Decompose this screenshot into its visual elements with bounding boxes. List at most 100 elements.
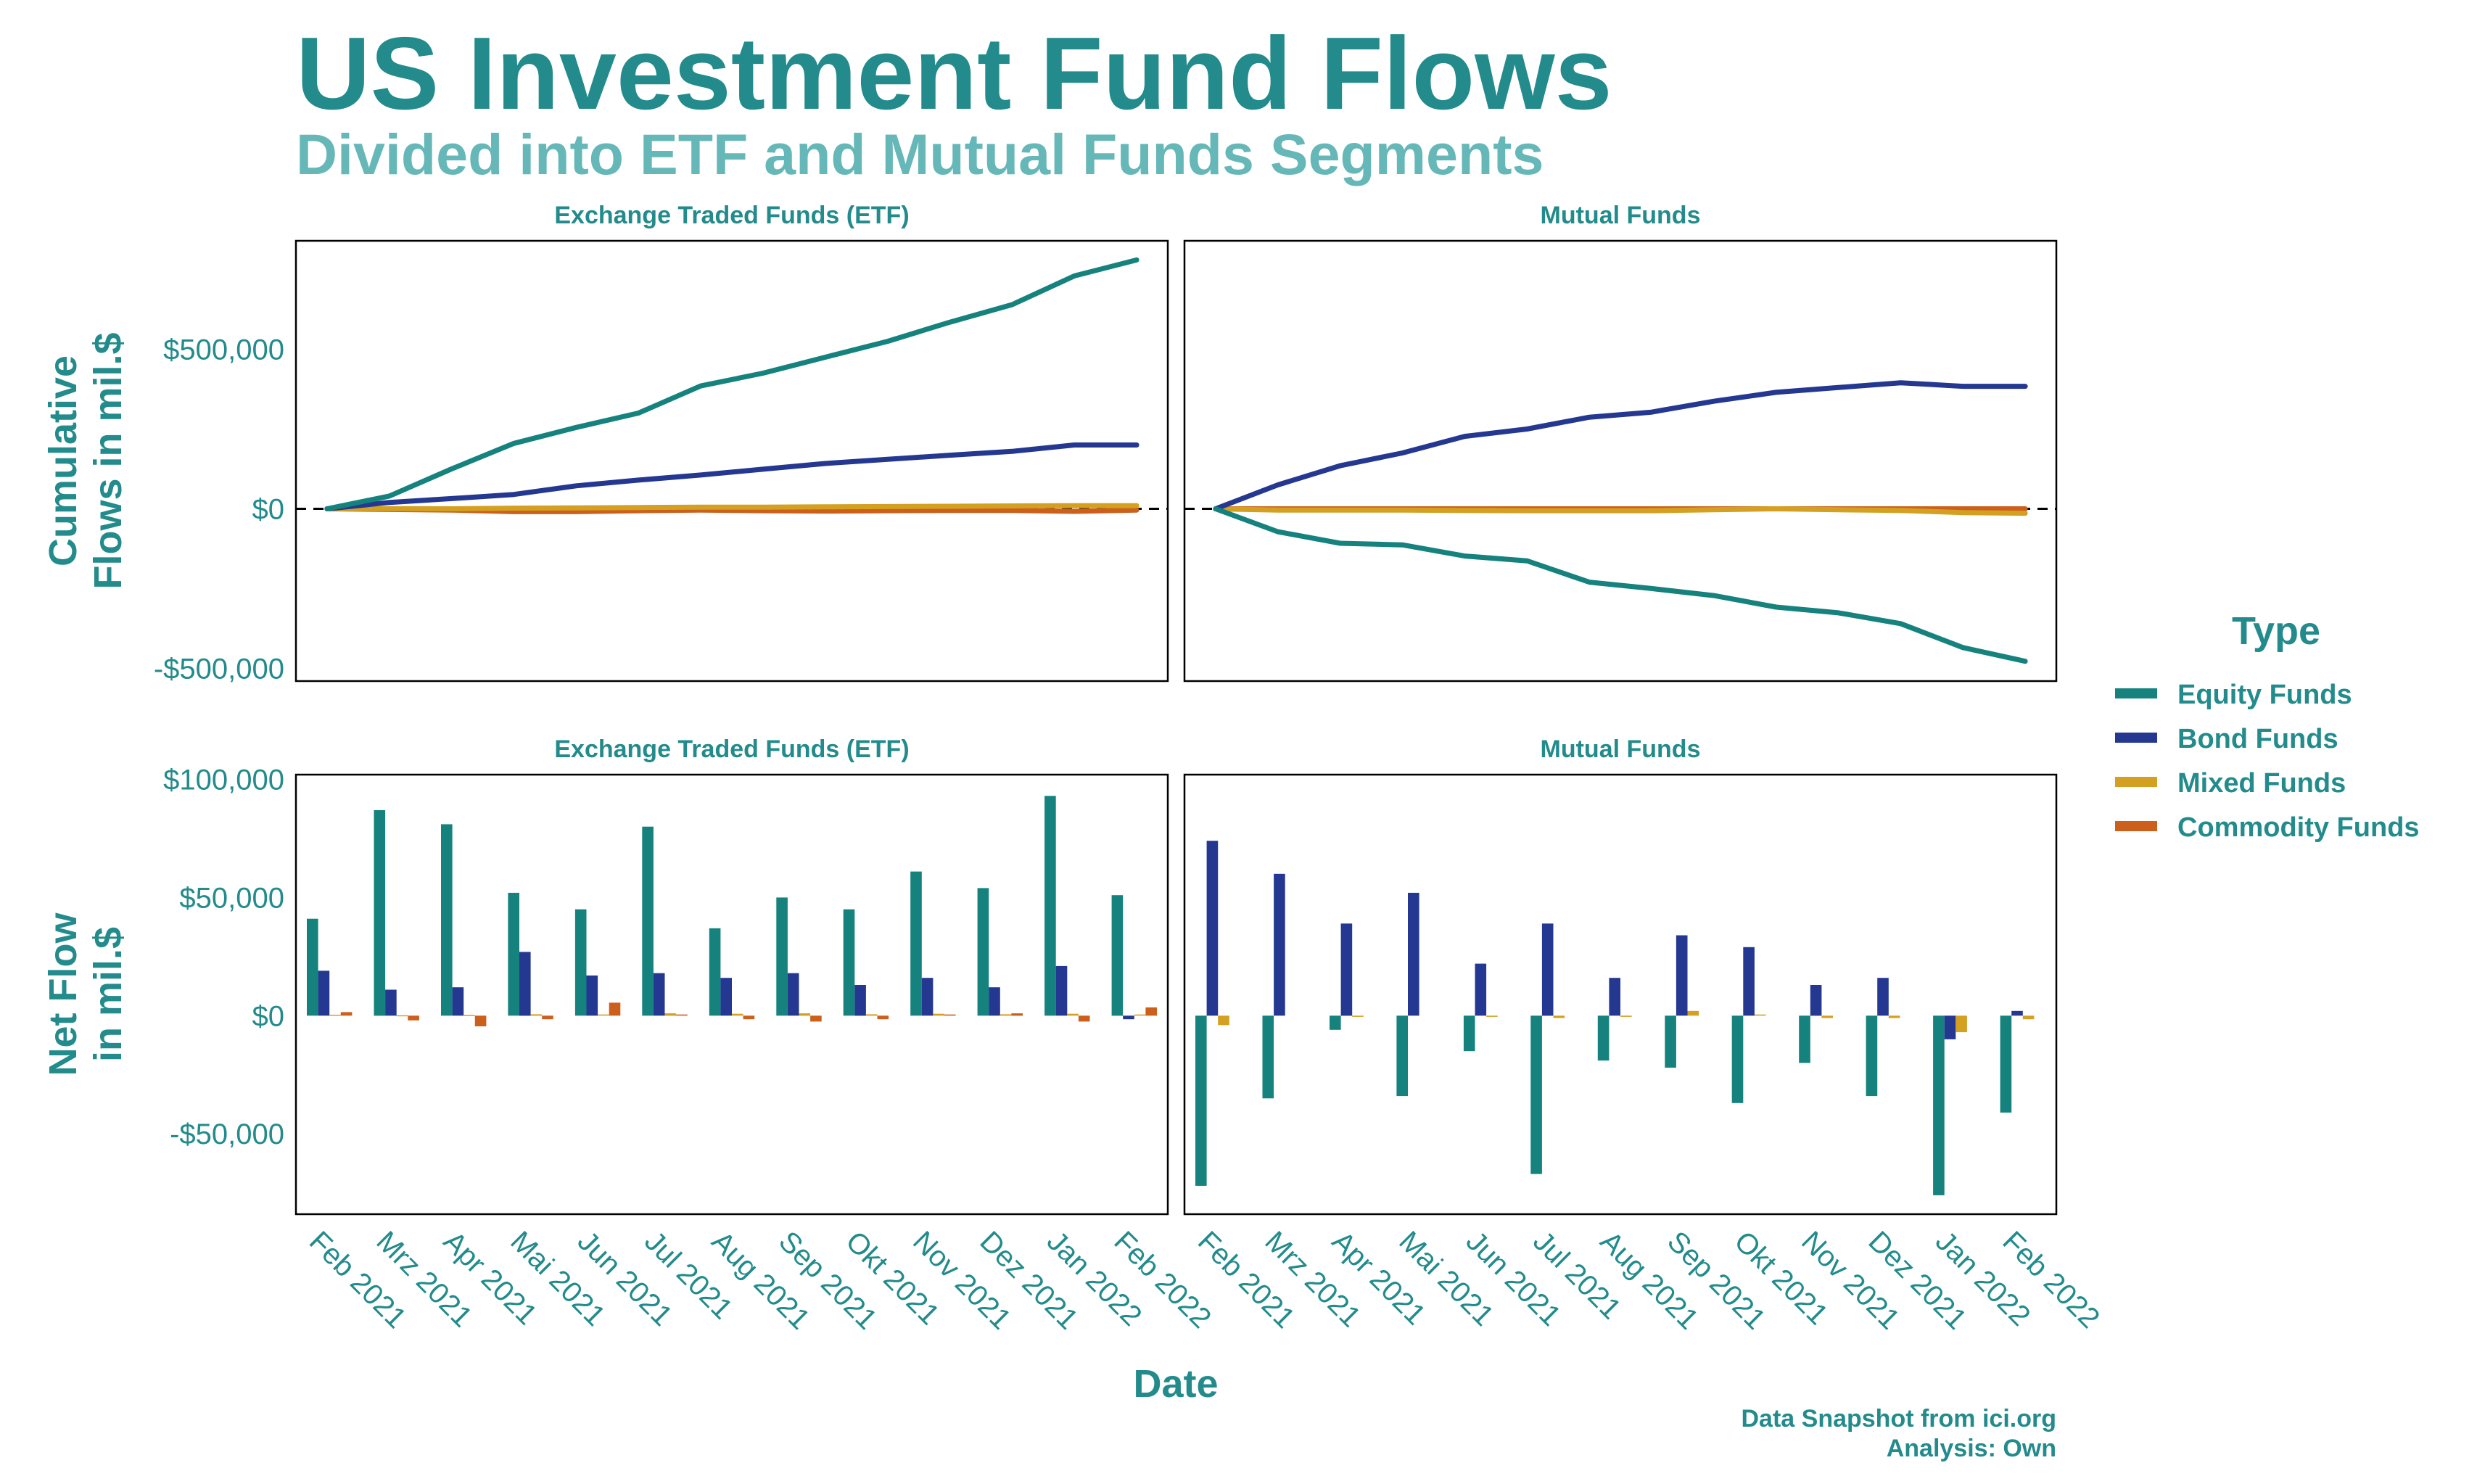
panel-frame bbox=[1183, 239, 2058, 683]
bar-equity-funds-dez-2021 bbox=[977, 888, 989, 1016]
bar-bond-funds-okt-2021 bbox=[854, 985, 866, 1016]
bar-bond-funds-jul-2021 bbox=[1541, 923, 1554, 1016]
bar-mixed-funds-feb-2021 bbox=[1218, 1015, 1229, 1026]
bar-bond-funds-feb-2021 bbox=[1206, 841, 1219, 1016]
bar-bond-funds-dez-2021 bbox=[1877, 978, 1889, 1016]
bar-bond-funds-jun-2021 bbox=[586, 975, 598, 1016]
bar-equity-funds-sep-2021 bbox=[1665, 1015, 1676, 1068]
bar-equity-funds-okt-2021 bbox=[1731, 1015, 1744, 1103]
chart-subtitle: Divided into ETF and Mutual Funds Segmen… bbox=[296, 122, 1544, 186]
y-tick-label: $100,000 bbox=[163, 764, 284, 796]
panel-frame bbox=[294, 239, 1169, 683]
panel-title: Exchange Traded Funds (ETF) bbox=[554, 735, 909, 763]
bar-commodity-funds-feb-2021 bbox=[340, 1012, 353, 1016]
bar-equity-funds-jul-2021 bbox=[1530, 1015, 1542, 1174]
line-equity-funds bbox=[324, 257, 1140, 511]
line-bond-funds bbox=[324, 442, 1140, 511]
bar-mixed-funds-dez-2021 bbox=[1888, 1015, 1900, 1018]
bar-mixed-funds-okt-2021 bbox=[865, 1014, 878, 1016]
bar-equity-funds-feb-2022 bbox=[1111, 895, 1124, 1016]
bar-commodity-funds-nov-2021 bbox=[944, 1014, 956, 1016]
bar-equity-funds-mrz-2021 bbox=[1262, 1015, 1274, 1099]
legend-title: Type bbox=[2232, 609, 2320, 653]
bar-equity-funds-apr-2021 bbox=[441, 824, 453, 1016]
bar-mixed-funds-sep-2021 bbox=[1687, 1010, 1699, 1016]
y-tick-label: $50,000 bbox=[179, 882, 284, 914]
bar-mixed-funds-aug-2021 bbox=[732, 1013, 743, 1016]
bar-bond-funds-feb-2022 bbox=[1123, 1015, 1134, 1020]
y-tick-label: $500,000 bbox=[163, 334, 284, 366]
bar-equity-funds-jan-2022 bbox=[1933, 1015, 1945, 1195]
bar-commodity-funds-mrz-2021 bbox=[408, 1015, 419, 1021]
bar-mixed-funds-apr-2021 bbox=[1352, 1015, 1364, 1017]
legend-label-equity-funds: Equity Funds bbox=[2177, 680, 2352, 710]
panel-title: Mutual Funds bbox=[1541, 735, 1701, 763]
bar-equity-funds-jun-2021 bbox=[574, 909, 587, 1016]
bar-equity-funds-jul-2021 bbox=[642, 826, 654, 1016]
y-axis-title: Cumulative bbox=[41, 355, 85, 566]
y-axis-title: in mil.$ bbox=[86, 927, 130, 1062]
bar-mixed-funds-mai-2021 bbox=[530, 1014, 543, 1016]
bar-bond-funds-feb-2022 bbox=[2011, 1010, 2023, 1016]
bar-bond-funds-sep-2021 bbox=[1676, 935, 1688, 1016]
legend: Type Equity Funds Bond Funds Mixed Funds Co… bbox=[2115, 609, 2420, 843]
bar-mixed-funds-nov-2021 bbox=[1821, 1015, 1833, 1018]
bar-mixed-funds-dez-2021 bbox=[1000, 1014, 1012, 1016]
line-equity-funds bbox=[1213, 506, 2028, 664]
panel-title: Mutual Funds bbox=[1541, 202, 1701, 229]
x-axis-title: Date bbox=[1133, 1362, 1218, 1406]
bar-mixed-funds-sep-2021 bbox=[799, 1013, 811, 1016]
bar-bond-funds-jan-2022 bbox=[1944, 1015, 1956, 1039]
legend-label-bond-funds: Bond Funds bbox=[2177, 724, 2338, 754]
legend-label-mixed-funds: Mixed Funds bbox=[2177, 768, 2346, 799]
legend-key-bond-funds bbox=[2115, 733, 2157, 743]
legend-key-commodity-funds bbox=[2115, 821, 2157, 831]
legend-key-equity-funds bbox=[2115, 688, 2157, 698]
bar-equity-funds-apr-2021 bbox=[1330, 1015, 1341, 1030]
bar-mixed-funds-jan-2022 bbox=[1067, 1013, 1079, 1016]
bar-equity-funds-jun-2021 bbox=[1463, 1015, 1475, 1052]
bar-mixed-funds-mrz-2021 bbox=[396, 1015, 408, 1017]
bar-mixed-funds-feb-2022 bbox=[2022, 1015, 2035, 1020]
bar-bond-funds-aug-2021 bbox=[1609, 978, 1620, 1016]
bar-equity-funds-aug-2021 bbox=[709, 928, 721, 1016]
bar-equity-funds-mrz-2021 bbox=[374, 809, 386, 1016]
y-tick-label: $0 bbox=[252, 493, 285, 525]
line-mixed-funds bbox=[324, 503, 1140, 511]
bar-mixed-funds-feb-2022 bbox=[1134, 1014, 1146, 1016]
y-tick-label: -$50,000 bbox=[170, 1118, 284, 1150]
line-bond-funds bbox=[1213, 380, 2028, 511]
panel-title: Exchange Traded Funds (ETF) bbox=[554, 202, 909, 229]
panel-etf-cumulative: Exchange Traded Funds (ETF) $500,000 $0 -$5… bbox=[41, 202, 1169, 685]
bar-mixed-funds-jan-2022 bbox=[1956, 1015, 1967, 1033]
panels: Exchange Traded Funds (ETF) $500,000 $0 -$5… bbox=[41, 202, 2106, 1335]
bar-bond-funds-mrz-2021 bbox=[385, 989, 397, 1016]
y-tick-label: $0 bbox=[252, 1000, 285, 1032]
bar-bond-funds-mai-2021 bbox=[519, 952, 531, 1016]
caption-analysis: Analysis: Own bbox=[1887, 1435, 2056, 1462]
bar-bond-funds-sep-2021 bbox=[787, 973, 799, 1016]
bar-mixed-funds-aug-2021 bbox=[1620, 1015, 1632, 1017]
bar-bond-funds-nov-2021 bbox=[921, 978, 934, 1016]
caption-source: Data Snapshot from ici.org bbox=[1742, 1405, 2057, 1433]
bar-bond-funds-jun-2021 bbox=[1475, 963, 1487, 1016]
chart-title: US Investment Fund Flows bbox=[296, 16, 1612, 131]
bar-bond-funds-apr-2021 bbox=[452, 987, 464, 1016]
bar-equity-funds-feb-2021 bbox=[1195, 1015, 1207, 1186]
bar-bond-funds-jul-2021 bbox=[653, 973, 665, 1016]
bar-mixed-funds-nov-2021 bbox=[933, 1013, 944, 1016]
bar-commodity-funds-aug-2021 bbox=[743, 1015, 755, 1020]
bar-equity-funds-sep-2021 bbox=[776, 897, 788, 1016]
legend-key-mixed-funds bbox=[2115, 777, 2157, 787]
bar-mixed-funds-jun-2021 bbox=[598, 1014, 609, 1016]
y-axis-title: Net Flow bbox=[41, 912, 85, 1076]
legend-label-commodity-funds: Commodity Funds bbox=[2177, 812, 2420, 843]
panel-mf-cumulative: Mutual Funds bbox=[1183, 202, 2058, 683]
bar-bond-funds-mrz-2021 bbox=[1274, 873, 1285, 1016]
panel-etf-net: Exchange Traded Funds (ETF) $100,000 $50,0… bbox=[41, 735, 1217, 1335]
bar-bond-funds-apr-2021 bbox=[1340, 923, 1353, 1016]
bar-mixed-funds-jul-2021 bbox=[1553, 1015, 1565, 1018]
bar-equity-funds-nov-2021 bbox=[1799, 1015, 1810, 1063]
bar-commodity-funds-sep-2021 bbox=[810, 1015, 822, 1022]
